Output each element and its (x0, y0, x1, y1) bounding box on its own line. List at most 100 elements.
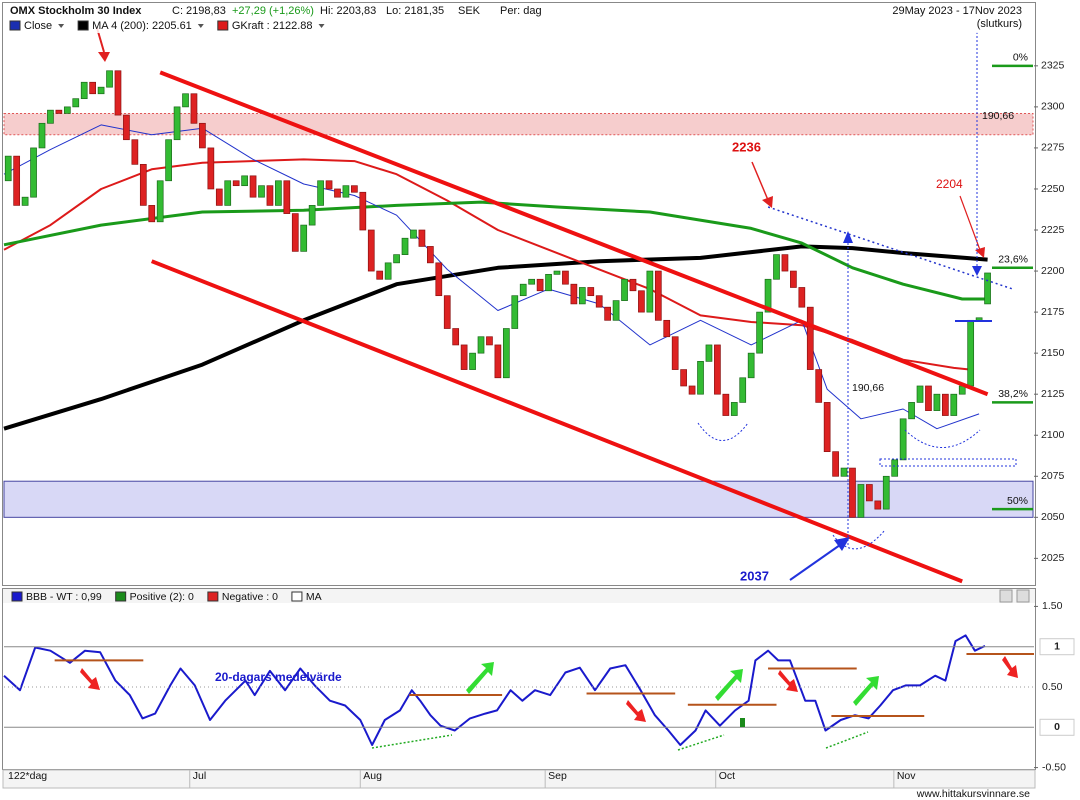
oscillator-legend: BBB - WT : 0,99 Positive (2): 0 Negative :… (11, 591, 322, 603)
change-readout: +27,29 (+1,26%) (232, 5, 314, 17)
candle-body (663, 319, 671, 338)
candle-body (562, 270, 569, 285)
annotation: 20-dagars medelvärde (215, 670, 342, 684)
oscillator-line (3, 634, 986, 746)
y-tick-label: 2050 (1041, 511, 1065, 523)
guide-box (879, 458, 1017, 467)
candle-body (722, 393, 730, 416)
candle-body (747, 352, 755, 379)
candle-body (570, 283, 578, 305)
candle-body (38, 122, 46, 149)
arrow-head (98, 52, 110, 62)
candle-body (97, 86, 105, 95)
y-tick-label: 2275 (1041, 142, 1065, 154)
arrow-icon (466, 662, 494, 694)
y-tick-label: 1.50 (1042, 600, 1063, 612)
x-tick-label: Jul (193, 770, 206, 782)
candle-body (942, 393, 949, 416)
candle-body (578, 287, 586, 305)
candle-body (123, 114, 130, 141)
legend-swatch (291, 591, 303, 602)
candle-body (688, 385, 696, 395)
candle-body (300, 224, 308, 252)
candle-body (266, 185, 274, 206)
candle-body (882, 475, 890, 510)
legend-swatch (9, 20, 21, 31)
y-tick-label: 2325 (1041, 60, 1065, 72)
legend-swatch (77, 20, 89, 31)
candle-body (891, 459, 899, 477)
y-tick-label: 2075 (1041, 470, 1065, 482)
period: Per: dag (500, 5, 542, 17)
x-tick-label: Oct (719, 770, 735, 782)
candle-body (207, 147, 215, 190)
legend-swatch (207, 591, 219, 602)
candle-body (984, 272, 991, 305)
candle-body (215, 188, 223, 206)
candle-body (756, 311, 763, 354)
site-url[interactable]: www.hittakursvinnare.se (916, 788, 1030, 800)
candle-body (367, 229, 375, 272)
arrow-icon (626, 700, 646, 722)
candle-body (393, 254, 400, 264)
candle-body (199, 122, 206, 149)
candle-body (173, 106, 181, 141)
candle-body (899, 418, 907, 461)
candle-body (654, 270, 662, 321)
guide (677, 734, 725, 751)
x-axis-bar (2, 769, 1036, 789)
trend-line (767, 206, 1014, 290)
candle-body (502, 328, 510, 379)
guide (371, 734, 453, 749)
x-tick-label: Aug (363, 770, 382, 782)
candle-body (283, 180, 291, 214)
candle-body (857, 484, 865, 518)
candle-body (89, 81, 96, 95)
candle-body (638, 290, 645, 313)
candle-body (460, 344, 468, 370)
fib-label: 38,2% (998, 388, 1028, 400)
candle-body (325, 180, 333, 190)
candle-body (697, 361, 704, 395)
y-tick-label: 0 (1054, 721, 1060, 733)
arrow-head (843, 231, 853, 243)
candles (4, 70, 991, 518)
trend-line (150, 259, 963, 584)
candle-body (823, 402, 831, 453)
candle-body (553, 270, 561, 275)
arrow-icon (853, 676, 879, 706)
candle-body (308, 205, 316, 226)
candle-body (427, 246, 434, 264)
candle-body (874, 500, 882, 510)
candle-body (730, 402, 738, 416)
candle-body (21, 196, 29, 206)
candle-body (443, 295, 451, 329)
candle-body (595, 295, 603, 308)
candle-body (148, 205, 156, 223)
zone (3, 480, 1034, 518)
candle-body (764, 278, 772, 313)
y-tick-label: 2125 (1041, 388, 1065, 400)
candle-body (401, 237, 409, 255)
y-tick-label: 2150 (1041, 347, 1065, 359)
settings-button[interactable] (999, 589, 1013, 603)
y-tick-label: 0.50 (1042, 681, 1063, 693)
date-range: 29May 2023 - 17Nov 2023 (892, 5, 1022, 17)
candle-body (139, 163, 147, 206)
index-title: OMX Stockholm 30 Index (10, 5, 142, 17)
candle-body (30, 147, 37, 198)
candle-body (376, 270, 384, 280)
arc (832, 529, 886, 550)
candle-body (494, 344, 502, 379)
annotation: 2204 (936, 177, 963, 191)
candle-body (933, 393, 941, 411)
candle-body (469, 352, 476, 370)
close-button[interactable] (1016, 589, 1030, 603)
close-readout: C: 2198,83 (172, 5, 226, 17)
candle-body (384, 262, 392, 280)
candle-body (359, 191, 367, 231)
candle-body (925, 385, 932, 411)
annotation: 190,66 (982, 110, 1014, 122)
candle-body (781, 254, 789, 272)
candle-body (249, 175, 257, 198)
